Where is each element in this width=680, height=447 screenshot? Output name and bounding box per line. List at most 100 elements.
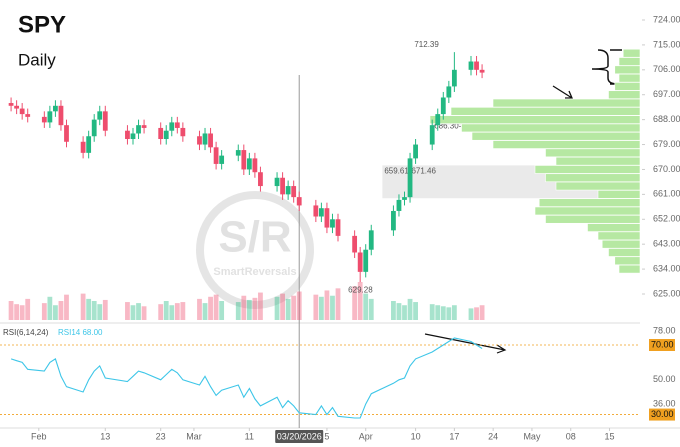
volume-bar	[274, 296, 280, 320]
profile-bar	[614, 256, 641, 266]
candle-body	[91, 119, 97, 137]
volume-bar	[91, 301, 97, 320]
candle-body	[402, 197, 407, 200]
y-tick-label: 679.00	[653, 139, 680, 149]
profile-bar	[597, 231, 641, 241]
volume-bar	[246, 299, 252, 320]
candle-body	[330, 219, 335, 228]
candle-body	[141, 125, 147, 128]
y-tick-label: 697.00	[653, 89, 680, 99]
volume-bar	[8, 301, 14, 320]
volume-bar	[252, 297, 258, 320]
volume-bar	[330, 295, 335, 320]
candle-body	[130, 133, 136, 140]
profile-bar	[545, 173, 641, 183]
candle-body	[136, 125, 141, 134]
arrow	[552, 85, 573, 99]
candle-body	[14, 105, 20, 109]
candle-body	[158, 127, 164, 140]
profile-bar	[492, 98, 641, 108]
y-tick-label: 634.00	[653, 263, 680, 273]
x-tick-label: 24	[488, 431, 498, 441]
candle-body	[479, 69, 485, 73]
volume-bar	[440, 306, 446, 320]
volume-bar	[474, 307, 479, 320]
rsi-level-box	[649, 408, 675, 421]
volume-bar	[169, 305, 175, 320]
y-tick-label: 724.00	[653, 14, 680, 24]
volume-bar	[136, 303, 141, 320]
candle-body	[169, 122, 175, 131]
profile-bar	[534, 206, 641, 216]
volume-bar	[429, 304, 435, 320]
candle-body	[413, 144, 418, 159]
x-tick-label: 15	[605, 431, 615, 441]
candle-body	[363, 249, 369, 272]
volume-bar	[285, 298, 291, 320]
candle-body	[291, 186, 297, 198]
crosshair-box	[275, 430, 324, 443]
volume-bar	[258, 292, 263, 320]
profile-bar	[618, 73, 641, 83]
candle-body	[258, 172, 263, 187]
candle-body	[440, 97, 446, 115]
volume-bar	[368, 298, 374, 320]
volume-bar	[19, 305, 25, 320]
volume-bar	[174, 303, 180, 320]
candle-body	[208, 133, 213, 148]
volume-bar	[158, 304, 164, 320]
chart-subtitle: Daily	[18, 50, 56, 69]
volume-bar	[202, 303, 208, 320]
candle-body	[241, 150, 247, 170]
candle-body	[368, 230, 374, 250]
volume-bar	[64, 294, 69, 320]
rsi-level-box	[649, 339, 675, 351]
x-tick-label: 5	[324, 431, 329, 441]
volume-bar	[479, 305, 485, 320]
volume-bar	[180, 302, 186, 320]
volume-bar	[235, 302, 241, 320]
watermark: S/R SmartReversals	[196, 191, 314, 309]
volume-bar	[197, 298, 202, 320]
x-tick-label: 11	[245, 431, 254, 441]
volume-bar	[435, 305, 441, 320]
rsi-label: RSI(6,14,24)	[3, 328, 49, 337]
volume-bar	[208, 296, 213, 320]
volume-bar	[313, 294, 319, 320]
rsi-tick-label: 50.00	[653, 374, 676, 384]
volume-bar	[446, 307, 452, 320]
candle-body	[47, 111, 53, 123]
profile-bar	[471, 131, 641, 141]
volume-bar	[219, 301, 225, 320]
volume-bar	[357, 282, 363, 320]
volume-bar	[53, 305, 58, 320]
profile-bar	[587, 223, 641, 232]
candle-body	[435, 114, 441, 126]
watermark-name: SmartReversals	[213, 266, 296, 278]
candle-body	[474, 61, 479, 70]
candle-body	[8, 103, 14, 106]
volume-bar	[141, 306, 147, 320]
profile-bar	[429, 115, 641, 124]
rsi-tick-label: 36.00	[653, 399, 676, 409]
y-tick-label: 688.00	[653, 114, 680, 124]
profile-bar	[608, 90, 641, 100]
y-tick-label: 661.00	[653, 189, 680, 199]
x-tick-label: Feb	[31, 431, 47, 441]
candle-body	[25, 114, 31, 117]
volume-bar	[335, 288, 341, 320]
y-tick-label: 670.00	[653, 164, 680, 174]
volume-bar	[402, 305, 407, 320]
candle-body	[86, 136, 92, 153]
chart-title: SPY	[18, 11, 66, 38]
candle-body	[396, 199, 402, 211]
rsi-trendline	[424, 333, 507, 354]
volume-bar	[130, 305, 136, 320]
candle-body	[64, 125, 69, 142]
price-annotation: 712.39	[414, 40, 439, 49]
rsi-level-label: 70.00	[651, 339, 674, 349]
candle-body	[202, 133, 208, 145]
volume-bar	[451, 305, 457, 320]
volume-bar	[163, 301, 169, 320]
